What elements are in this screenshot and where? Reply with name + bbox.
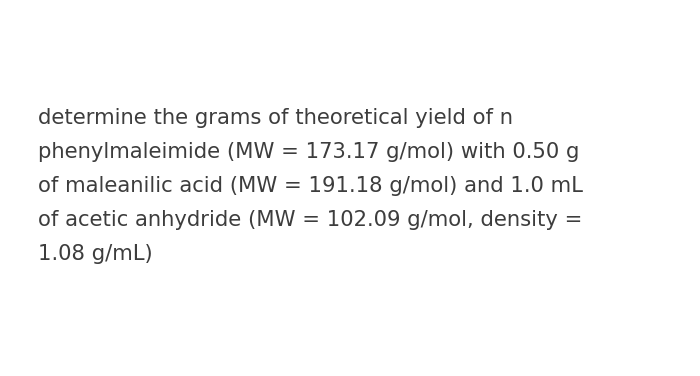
Text: of acetic anhydride (MW = 102.09 g/mol, density =: of acetic anhydride (MW = 102.09 g/mol, … [38, 210, 582, 230]
Text: phenylmaleimide (MW = 173.17 g/mol) with 0.50 g: phenylmaleimide (MW = 173.17 g/mol) with… [38, 142, 580, 162]
Text: determine the grams of theoretical yield of n: determine the grams of theoretical yield… [38, 108, 513, 128]
Text: 1.08 g/mL): 1.08 g/mL) [38, 244, 153, 264]
Text: of maleanilic acid (MW = 191.18 g/mol) and 1.0 mL: of maleanilic acid (MW = 191.18 g/mol) a… [38, 176, 583, 196]
